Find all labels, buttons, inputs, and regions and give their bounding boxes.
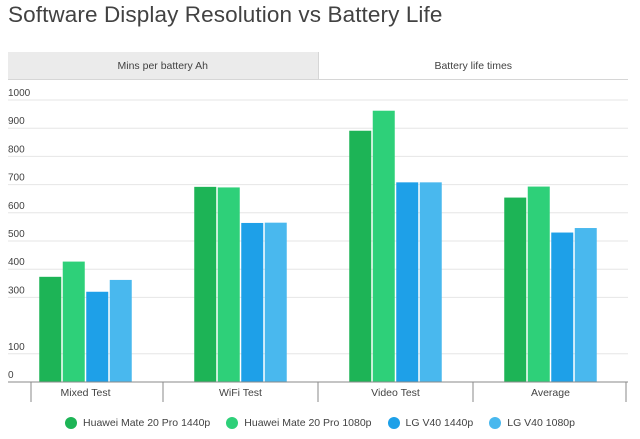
bar-3-2[interactable] — [551, 232, 574, 382]
bar-1-2[interactable] — [241, 222, 264, 382]
bar-2-0[interactable] — [349, 130, 372, 382]
legend-swatch-huawei-1440p — [65, 417, 78, 429]
y-tick-label: 1000 — [8, 88, 31, 99]
bar-chart: 0 100 300 400 500 600 700 800 900 1000 Mixed Test W… — [8, 88, 628, 402]
bar-1-3[interactable] — [264, 222, 287, 382]
bar-3-0[interactable] — [504, 197, 527, 382]
x-tick-label: Mixed Test — [61, 387, 111, 399]
bar-0-1[interactable] — [62, 261, 85, 382]
legend-label: LG V40 1440p — [405, 417, 474, 429]
tab-mins-per-battery-ah[interactable]: Mins per battery Ah — [117, 59, 208, 72]
y-tick-label: 500 — [8, 229, 25, 240]
y-tick-label: 800 — [8, 144, 25, 155]
bar-3-3[interactable] — [574, 228, 597, 382]
y-tick-label: 0 — [8, 370, 14, 381]
bar-2-3[interactable] — [419, 182, 442, 382]
y-tick-label: 400 — [8, 257, 25, 268]
legend-item-lg-1440p[interactable]: LG V40 1440p — [387, 417, 474, 429]
x-tick-label: Average — [531, 387, 570, 399]
bar-0-0[interactable] — [39, 276, 62, 382]
y-tick-label: 900 — [8, 116, 25, 127]
y-tick-label: 300 — [8, 285, 25, 296]
chart-title: Software Display Resolution vs Battery L… — [8, 2, 443, 27]
bar-1-0[interactable] — [194, 186, 217, 382]
y-tick-label: 700 — [8, 173, 25, 184]
legend-swatch-huawei-1080p — [226, 417, 239, 429]
x-tick-label: Video Test — [371, 387, 420, 399]
bar-0-3[interactable] — [109, 279, 132, 382]
legend-swatch-lg-1080p — [489, 417, 502, 429]
legend-item-lg-1080p[interactable]: LG V40 1080p — [489, 417, 575, 429]
legend-item-huawei-1080p[interactable]: Huawei Mate 20 Pro 1080p — [226, 417, 372, 429]
x-tick-label: WiFi Test — [219, 387, 262, 399]
bar-2-1[interactable] — [372, 110, 395, 382]
bar-3-1[interactable] — [527, 186, 550, 382]
legend-label: Huawei Mate 20 Pro 1080p — [244, 417, 372, 429]
bar-2-2[interactable] — [396, 182, 419, 382]
legend-label: Huawei Mate 20 Pro 1440p — [83, 417, 211, 429]
y-tick-label: 600 — [8, 201, 25, 212]
legend-label: LG V40 1080p — [507, 417, 575, 429]
tab-battery-life-times[interactable]: Battery life times — [317, 52, 628, 79]
bar-1-1[interactable] — [217, 187, 240, 382]
bar-0-2[interactable] — [86, 291, 109, 382]
chart-legend: Huawei Mate 20 Pro 1440p Huawei Mate 20 … — [0, 417, 640, 429]
y-tick-label: 100 — [8, 342, 25, 353]
legend-swatch-lg-1440p — [387, 417, 400, 429]
legend-item-huawei-1440p[interactable]: Huawei Mate 20 Pro 1440p — [65, 417, 210, 429]
tab-bar: Mins per battery Ah Battery life times — [8, 52, 628, 80]
